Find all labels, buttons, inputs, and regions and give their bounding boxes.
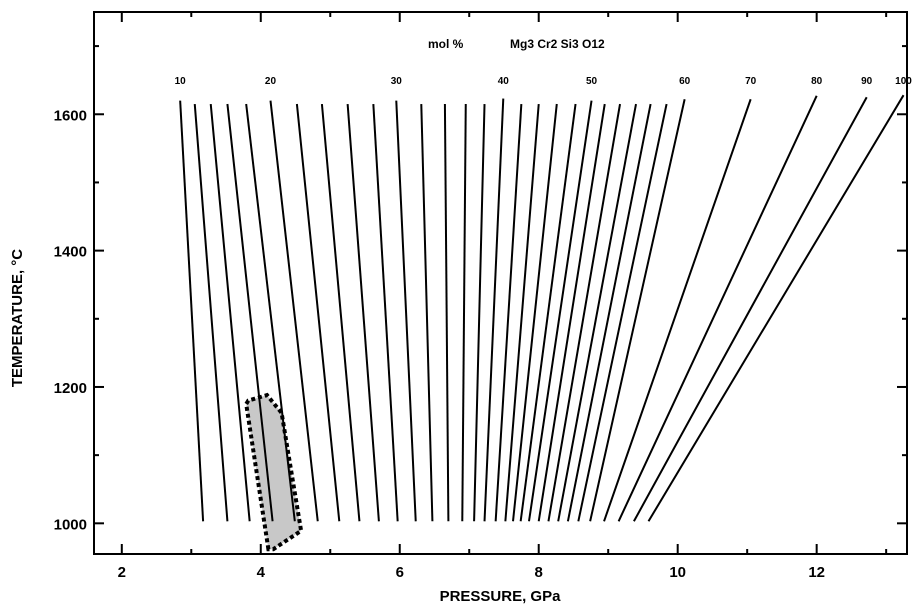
tick-labels: 2 4 6 8 10 12 1000 1200 1400 1600 [54, 107, 825, 581]
isopleth-line [633, 96, 868, 522]
isopleth-label: 20 [265, 76, 277, 87]
isopleth-line [245, 103, 296, 522]
isopleth-line [346, 103, 380, 522]
isopleth-line [395, 100, 417, 522]
chart-title: mol % [428, 37, 464, 51]
axis-ticks [94, 12, 907, 554]
isopleth-labels: 10 20 30 40 50 60 70 80 90 100 [175, 76, 913, 87]
x-tick-label: 8 [535, 564, 543, 581]
isopleth-line [512, 103, 558, 522]
isopleth-line [537, 103, 606, 522]
plot-frame [93, 11, 908, 555]
isopleth-line [420, 104, 434, 522]
shaded-region [244, 392, 304, 552]
isopleth-line [473, 104, 486, 522]
isopleth-line [494, 103, 523, 522]
isopleth-line [461, 104, 467, 522]
isopleth-label: 80 [811, 76, 823, 87]
isopleth-line [269, 100, 319, 522]
isopleth-line [295, 103, 341, 522]
isopleth-line [557, 103, 637, 522]
x-tick-label: 12 [808, 564, 825, 581]
shaded-region-group [244, 392, 304, 552]
isopleth-line [209, 103, 251, 522]
isopleth-line [603, 98, 752, 522]
isopleth-line [372, 103, 399, 522]
isopleth-line [504, 103, 540, 522]
isopleth-line [519, 103, 577, 522]
y-axis-title: TEMPERATURE, °C [9, 249, 26, 387]
y-tick-label: 1000 [54, 516, 87, 533]
isopleth-line [617, 95, 818, 522]
isopleth-line [577, 103, 668, 522]
isopleth-line [179, 100, 205, 522]
isopleth-line [647, 94, 905, 522]
x-axis-title: PRESSURE, GPa [440, 588, 562, 605]
isopleth-lines [179, 94, 905, 522]
x-tick-label: 10 [669, 564, 686, 581]
isopleth-line [226, 103, 274, 522]
isopleth-label: 90 [861, 76, 873, 87]
isopleth-line [320, 103, 361, 522]
y-tick-label: 1200 [54, 380, 87, 397]
y-tick-label: 1400 [54, 244, 87, 261]
isopleth-line [483, 98, 505, 522]
isopleth-line [443, 104, 450, 522]
y-tick-label: 1600 [54, 107, 87, 124]
isopleth-line [547, 103, 622, 522]
x-tick-label: 4 [257, 564, 266, 581]
x-tick-label: 6 [396, 564, 404, 581]
isopleth-label: 70 [745, 76, 757, 87]
isopleth-label: 60 [679, 76, 691, 87]
isopleth-line [566, 103, 652, 522]
isopleth-line [589, 99, 686, 522]
isopleth-label: 40 [498, 76, 510, 87]
isopleth-line [193, 103, 229, 522]
isopleth-label: 50 [586, 76, 598, 87]
isopleth-line [528, 100, 593, 522]
x-tick-label: 2 [118, 564, 126, 581]
isopleth-label: 100 [895, 76, 912, 87]
isopleth-label: 10 [175, 76, 187, 87]
isopleth-label: 30 [391, 76, 403, 87]
chart-title-formula: Mg3 Cr2 Si3 O12 [510, 37, 605, 51]
